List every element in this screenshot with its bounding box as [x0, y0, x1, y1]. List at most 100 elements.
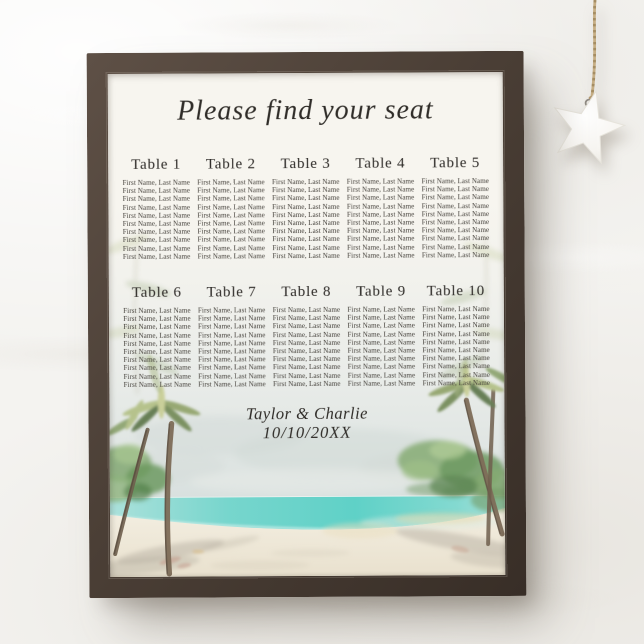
guest-name: First Name, Last Name [347, 379, 416, 388]
table-column-6: Table 6 First Name, Last Name First Name,… [121, 284, 194, 389]
jute-string [584, 0, 597, 108]
star-ornament [534, 0, 644, 185]
guest-name: First Name, Last Name [197, 202, 265, 212]
guest-name: First Name, Last Name [422, 370, 490, 380]
guest-name: First Name, Last Name [123, 364, 191, 373]
table-column-10: Table 10 First Name, Last Name First Name… [420, 282, 493, 387]
table-label: Table 3 [280, 155, 331, 173]
guest-name: First Name, Last Name [273, 379, 341, 389]
guest-name: First Name, Last Name [123, 331, 191, 340]
faint-palms-upper [107, 231, 506, 394]
guest-name: First Name, Last Name [123, 372, 191, 381]
poster-content: Please find your seat Table 1 First Name… [108, 93, 505, 443]
guest-name: First Name, Last Name [421, 193, 490, 202]
palm-left [107, 354, 201, 577]
guest-name: First Name, Last Name [197, 235, 266, 244]
guest-name: First Name, Last Name [421, 234, 490, 243]
beach-watercolor-background [107, 71, 506, 578]
palm-right-fronds [428, 357, 506, 412]
palm-right [428, 357, 506, 547]
guest-list: First Name, Last Name First Name, Last Na… [120, 179, 192, 261]
table-label: Table 5 [430, 155, 481, 172]
guest-list: First Name, Last Name First Name, Last Na… [121, 307, 193, 389]
white-star [553, 89, 627, 165]
guest-list: First Name, Last Name First Name, Last Na… [270, 178, 342, 260]
guest-name: First Name, Last Name [272, 202, 340, 211]
guest-name: First Name, Last Name [347, 251, 415, 260]
guest-name: First Name, Last Name [198, 363, 266, 373]
couple-block: Taylor & Charlie 10/10/20XX [109, 403, 504, 443]
guest-name: First Name, Last Name [272, 363, 341, 372]
guest-name: First Name, Last Name [421, 201, 490, 211]
table-column-4: Table 4 First Name, Last Name First Name,… [344, 154, 417, 259]
guest-name: First Name, Last Name [422, 362, 490, 371]
table-label: Table 1 [131, 156, 182, 173]
guest-name: First Name, Last Name [422, 321, 490, 330]
guest-name: First Name, Last Name [273, 371, 341, 380]
guest-name: First Name, Last Name [122, 195, 191, 204]
guest-name: First Name, Last Name [272, 194, 340, 203]
table-label: Table 10 [426, 283, 485, 300]
poster-frame: Please find your seat Table 1 First Name… [86, 50, 527, 599]
table-column-8: Table 8 First Name, Last Name First Name,… [270, 283, 343, 388]
table-column-9: Table 9 First Name, Last Name First Name,… [345, 282, 418, 388]
table-column-1: Table 1 First Name, Last Name First Name,… [120, 156, 193, 261]
table-column-2: Table 2 First Name, Last Name First Name,… [195, 155, 268, 260]
guest-name: First Name, Last Name [123, 323, 191, 332]
seating-chart-poster: Please find your seat Table 1 First Name… [107, 71, 506, 578]
guest-name: First Name, Last Name [347, 330, 416, 339]
sand [107, 507, 506, 578]
table-label: Table 8 [281, 283, 332, 301]
guest-name: First Name, Last Name [198, 330, 266, 340]
guest-name: First Name, Last Name [347, 243, 415, 252]
tables-row-2: Table 6 First Name, Last Name First Name,… [109, 282, 505, 389]
guest-name: First Name, Last Name [347, 321, 415, 331]
tables-row-1: Table 1 First Name, Last Name First Name,… [108, 154, 504, 261]
poster-title: Please find your seat [176, 94, 434, 127]
couple-names: Taylor & Charlie [245, 403, 369, 424]
guest-name: First Name, Last Name [347, 234, 415, 244]
table-label: Table 9 [356, 283, 407, 300]
guest-name: First Name, Last Name [122, 244, 191, 253]
guest-name: First Name, Last Name [422, 329, 490, 339]
guest-name: First Name, Last Name [198, 371, 266, 381]
table-column-5: Table 5 First Name, Last Name First Name,… [419, 154, 492, 259]
palm-left-fronds [107, 354, 201, 436]
guest-list: First Name, Last Name First Name, Last Na… [420, 305, 492, 387]
guest-list: First Name, Last Name First Name, Last Na… [419, 177, 491, 259]
guest-list: First Name, Last Name First Name, Last Na… [345, 305, 417, 387]
guest-name: First Name, Last Name [122, 236, 191, 245]
table-label: Table 4 [355, 155, 406, 172]
table-column-3: Table 3 First Name, Last Name First Name,… [270, 155, 343, 260]
guest-name: First Name, Last Name [422, 378, 491, 388]
guest-list: First Name, Last Name First Name, Last Na… [195, 178, 267, 260]
guest-name: First Name, Last Name [198, 322, 266, 332]
table-column-7: Table 7 First Name, Last Name First Name,… [196, 283, 269, 388]
guest-name: First Name, Last Name [123, 380, 192, 389]
table-label: Table 7 [206, 284, 257, 301]
guest-name: First Name, Last Name [421, 242, 490, 252]
guest-name: First Name, Last Name [197, 194, 265, 203]
wedding-date: 10/10/20XX [262, 422, 352, 443]
guest-name: First Name, Last Name [272, 251, 340, 261]
guest-name: First Name, Last Name [197, 252, 266, 261]
guest-name: First Name, Last Name [122, 203, 191, 212]
guest-name: First Name, Last Name [272, 330, 341, 339]
guest-list: First Name, Last Name First Name, Last Na… [270, 306, 342, 388]
guest-name: First Name, Last Name [346, 202, 415, 211]
guest-name: First Name, Last Name [347, 371, 416, 380]
guest-name: First Name, Last Name [197, 243, 266, 253]
guest-list: First Name, Last Name First Name, Last Na… [196, 306, 268, 388]
guest-list: First Name, Last Name First Name, Last Na… [344, 177, 416, 259]
guest-name: First Name, Last Name [272, 235, 340, 244]
guest-name: First Name, Last Name [421, 250, 490, 260]
table-label: Table 6 [131, 284, 182, 301]
guest-name: First Name, Last Name [347, 362, 416, 372]
guest-name: First Name, Last Name [272, 322, 341, 331]
guest-name: First Name, Last Name [272, 243, 340, 252]
guest-name: First Name, Last Name [198, 380, 266, 389]
guest-name: First Name, Last Name [346, 193, 415, 203]
table-label: Table 2 [205, 156, 256, 173]
guest-name: First Name, Last Name [122, 252, 191, 261]
star-ornament-graphic [553, 0, 627, 165]
